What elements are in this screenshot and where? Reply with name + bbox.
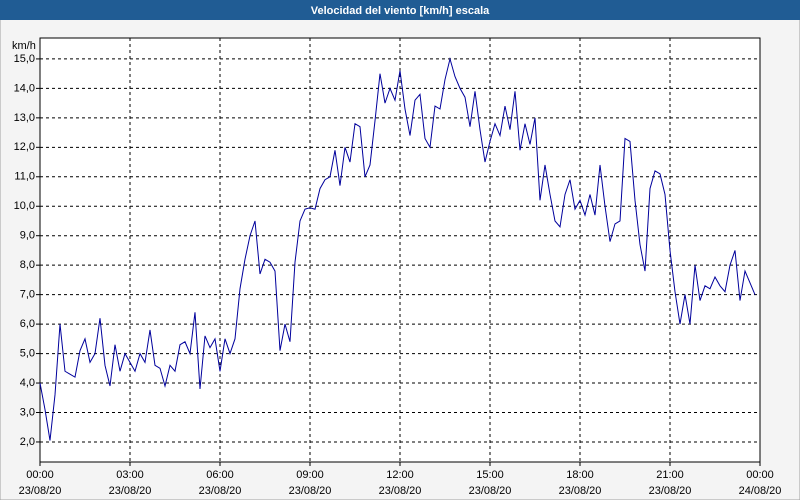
- x-tick-label: 09:00: [296, 469, 324, 481]
- x-tick-date: 23/08/20: [649, 485, 692, 497]
- y-axis-label: km/h: [12, 40, 36, 52]
- y-tick-label: 4,0: [20, 377, 35, 389]
- x-tick-label: 21:00: [656, 469, 684, 481]
- y-tick-label: 9,0: [20, 230, 35, 242]
- x-tick-label: 03:00: [116, 469, 144, 481]
- plot-border: [39, 37, 761, 463]
- y-tick-label: 5,0: [20, 347, 35, 359]
- x-tick-date: 24/08/20: [739, 485, 782, 497]
- x-tick-label: 00:00: [26, 469, 54, 481]
- x-tick-date: 23/08/20: [109, 485, 152, 497]
- x-tick-label: 12:00: [386, 469, 414, 481]
- y-tick-label: 3,0: [20, 406, 35, 418]
- chart-title: Velocidad del viento [km/h] escala: [311, 5, 490, 17]
- x-tick-date: 23/08/20: [469, 485, 512, 497]
- y-tick-label: 8,0: [20, 259, 35, 271]
- y-tick-label: 15,0: [14, 53, 35, 65]
- y-tick-label: 2,0: [20, 436, 35, 448]
- x-tick-label: 15:00: [476, 469, 504, 481]
- x-tick-date: 23/08/20: [199, 485, 242, 497]
- y-tick-label: 13,0: [14, 112, 35, 124]
- x-tick-date: 23/08/20: [19, 485, 62, 497]
- x-tick-label: 18:00: [566, 469, 594, 481]
- y-tick-label: 11,0: [14, 171, 35, 183]
- y-tick-label: 14,0: [14, 82, 35, 94]
- x-tick-date: 23/08/20: [289, 485, 332, 497]
- x-tick-date: 23/08/20: [559, 485, 602, 497]
- x-tick-label: 00:00: [746, 469, 774, 481]
- x-tick-label: 06:00: [206, 469, 234, 481]
- y-tick-label: 10,0: [14, 200, 35, 212]
- x-tick-date: 23/08/20: [379, 485, 422, 497]
- title-bar: [0, 0, 800, 20]
- y-tick-label: 12,0: [14, 141, 35, 153]
- y-tick-label: 7,0: [20, 289, 35, 301]
- y-tick-label: 6,0: [20, 318, 35, 330]
- data-line: [39, 56, 756, 441]
